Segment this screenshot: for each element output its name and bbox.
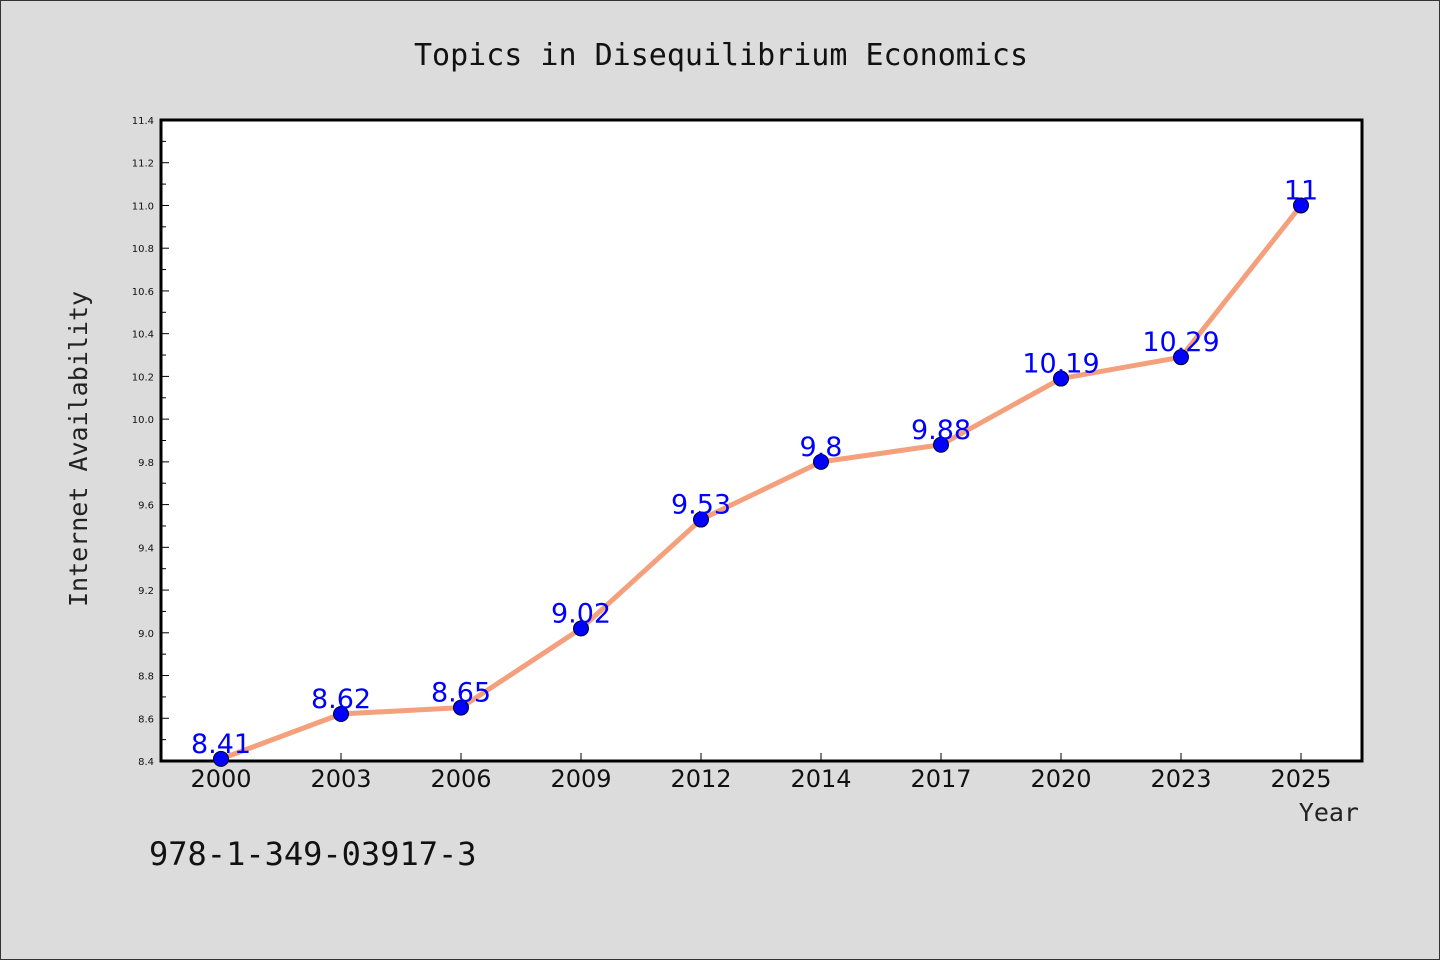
data-label: 9.02 [551,599,611,630]
x-tick-label: 2023 [1150,765,1211,793]
chart-title: Topics in Disequilibrium Economics [414,38,1028,73]
data-labels: 8.41 8.62 8.65 9.02 9.53 9.8 9.88 10.19 10.29 11 [191,175,1318,759]
isbn-text: 978-1-349-03917-3 [149,835,477,873]
x-tick-label: 2014 [790,765,851,793]
y-tick-label: 10.8 [132,244,154,255]
data-point [333,705,349,722]
y-tick-label: 11.0 [132,201,154,212]
x-tick-label: 2006 [430,765,491,793]
series-line [218,202,1304,762]
x-tick-label: 2017 [910,765,971,793]
y-tick-label: 11.2 [132,159,154,170]
y-tick-label: 10.6 [132,287,154,298]
data-point [1173,349,1189,366]
x-axis-ticks: 2000 2003 2006 2009 2012 2014 2017 2020 2023 2025 [190,753,1332,793]
x-tick-label: 2003 [310,765,371,793]
data-label: 9.88 [911,415,971,446]
data-point [453,699,469,716]
x-axis-title: Year [1299,798,1359,827]
y-axis-title: Internet Availability [64,291,93,607]
data-label: 8.62 [311,684,371,715]
x-tick-label: 2009 [550,765,611,793]
y-tick-label: 9.0 [138,629,154,640]
y-tick-label: 10.2 [132,372,154,383]
y-tick-label: 10.4 [132,330,154,341]
data-point [933,436,949,453]
y-tick-label: 8.6 [138,714,154,725]
data-label: 11 [1284,175,1318,206]
data-point [813,453,829,470]
y-tick-label: 9.2 [138,586,154,597]
y-tick-label: 8.8 [138,672,154,683]
data-label: 9.8 [800,432,843,463]
series-layer [213,197,1309,767]
y-tick-label: 8.4 [138,757,154,768]
data-point [1053,370,1069,387]
x-tick-label: 2000 [190,765,251,793]
data-point [573,620,589,637]
plot-area [159,118,1364,763]
data-label: 10.29 [1142,327,1219,358]
data-label: 9.53 [671,490,731,521]
data-point [1293,197,1309,214]
y-tick-label: 10.0 [132,415,154,426]
data-point [693,511,709,528]
data-label: 8.65 [431,678,491,709]
x-tick-label: 2025 [1270,765,1331,793]
y-tick-label: 11.4 [132,116,154,127]
data-point [213,750,229,767]
y-tick-label: 9.4 [138,543,154,554]
y-tick-label: 9.8 [138,458,154,469]
data-label: 10.19 [1022,349,1099,380]
y-axis-ticks: 8.4 8.6 8.8 9.0 9.2 9.4 9.6 9.8 10.0 10.2 10.4 10.6… [132,116,169,768]
x-tick-label: 2020 [1030,765,1091,793]
x-tick-label: 2012 [670,765,731,793]
y-tick-label: 9.6 [138,501,154,512]
data-label: 8.41 [191,729,251,760]
